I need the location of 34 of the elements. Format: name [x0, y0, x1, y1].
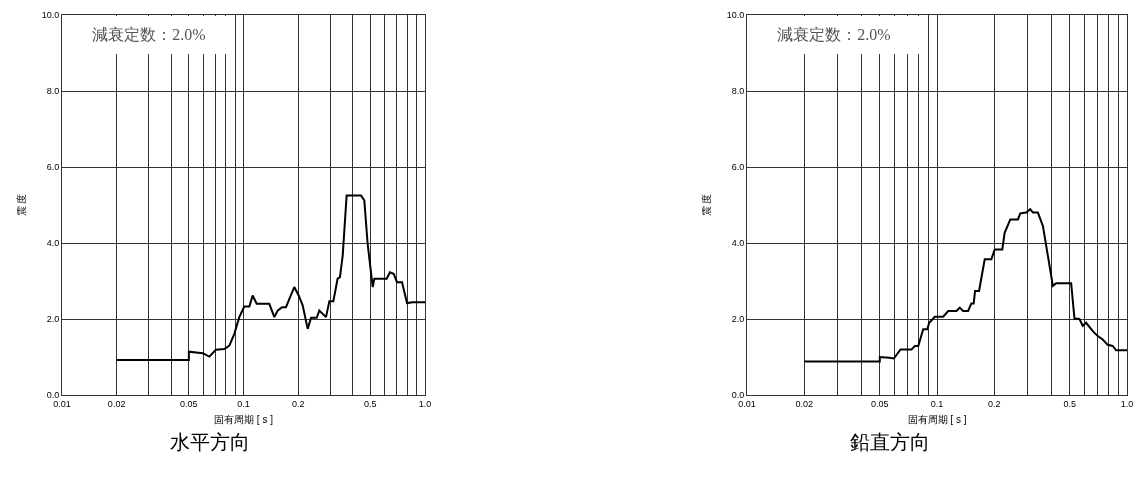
y-tick-label: 4.0: [46, 238, 60, 249]
x-tick-label: 0.5: [364, 398, 377, 409]
x-tick-label: 0.05: [871, 398, 889, 409]
x-tick-label: 0.5: [1063, 398, 1077, 409]
y-axis-title: 震 度: [15, 193, 27, 217]
y-tick-label: 2.0: [731, 314, 745, 325]
y-tick-label: 10.0: [41, 10, 60, 21]
text: 鉛直方向: [850, 430, 931, 453]
x-tick-label: 0.1: [930, 398, 944, 409]
y-tick-label: 8.0: [731, 86, 745, 97]
x-tick-label: 0.2: [291, 398, 305, 409]
y-tick-label: 0.0: [46, 390, 60, 401]
y-tick-label: 4.0: [731, 238, 745, 249]
x-tick-label: 0.02: [795, 398, 813, 409]
annotation: 減衰定数：2.0%: [92, 24, 206, 45]
x-tick-label: 0.02: [107, 398, 126, 409]
x-axis-title: 固有周期 [ s ]: [214, 414, 274, 426]
x-tick-label: 0.2: [987, 398, 1001, 409]
x-tick-label: 0.01: [738, 398, 756, 409]
y-tick-label: 6.0: [731, 162, 745, 173]
text: 水平方向: [169, 430, 250, 453]
y-tick-label: 10.0: [726, 10, 745, 21]
y-tick-label: 6.0: [46, 162, 60, 173]
x-axis-title: 固有周期 [ s ]: [907, 414, 967, 426]
y-tick-label: 8.0: [46, 86, 60, 97]
x-tick-label: 0.1: [237, 398, 250, 409]
y-tick-label: 0.0: [731, 390, 745, 401]
x-tick-label: 1.0: [418, 398, 432, 409]
x-tick-label: 1.0: [1120, 398, 1134, 409]
y-axis-title: 震 度: [700, 193, 712, 217]
y-tick-label: 2.0: [46, 314, 60, 325]
annotation: 減衰定数：2.0%: [777, 24, 891, 45]
x-tick-label: 0.05: [180, 398, 198, 409]
x-tick-label: 0.01: [53, 398, 71, 409]
